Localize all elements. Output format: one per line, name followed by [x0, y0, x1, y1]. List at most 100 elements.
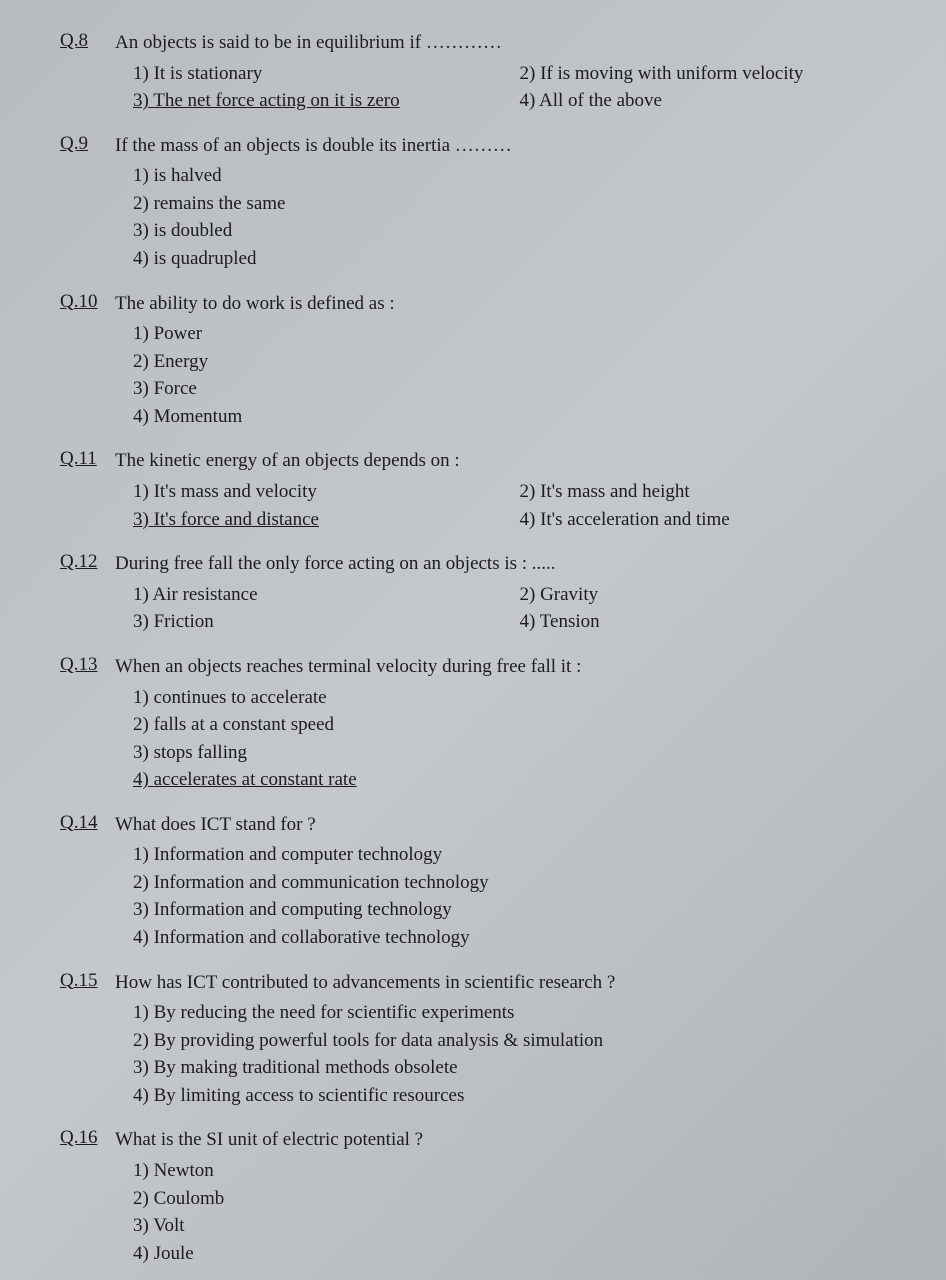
option-number: 3)	[133, 378, 154, 399]
option-text: By limiting access to scientific resourc…	[154, 1085, 465, 1106]
option-number: 2)	[520, 584, 541, 605]
question-number: Q.8	[60, 30, 115, 115]
question-stem: What does ICT stand for ?	[115, 812, 896, 838]
question-body: An objects is said to be in equilibrium …	[115, 30, 896, 115]
option: 1) Air resistance	[133, 581, 510, 609]
option-text: Power	[154, 323, 203, 344]
option-number: 1)	[133, 584, 153, 605]
question-number: Q.11	[60, 448, 115, 533]
option-text: Information and collaborative technology	[154, 927, 470, 948]
option-text: is halved	[154, 165, 222, 186]
option: 2) Information and communication technol…	[133, 869, 896, 897]
question-stem: When an objects reaches terminal velocit…	[115, 654, 896, 680]
question-body: What does ICT stand for ? 1) Information …	[115, 812, 896, 952]
option-number: 1)	[133, 1160, 154, 1181]
option-text: Information and computer technology	[154, 844, 443, 865]
option: 4) is quadrupled	[133, 245, 896, 273]
option-text: Gravity	[540, 584, 598, 605]
question-number: Q.12	[60, 551, 115, 636]
option-text: accelerates at constant rate	[154, 769, 357, 790]
option-text: It's force and distance	[154, 509, 319, 530]
option-number: 2)	[133, 714, 154, 735]
option: 2) Gravity	[520, 581, 897, 609]
option-text: Newton	[154, 1160, 214, 1181]
option-text: It's mass and height	[540, 481, 690, 502]
option-text: All of the above	[539, 90, 662, 111]
options-list: 1) Power2) Energy3) Force4) Momentum	[133, 320, 896, 430]
option-number: 1)	[133, 323, 154, 344]
option-number: 4)	[133, 406, 154, 427]
question-stem: What is the SI unit of electric potentia…	[115, 1127, 896, 1153]
option-number: 3)	[133, 1057, 154, 1078]
option-number: 4)	[133, 927, 154, 948]
option-text: Energy	[154, 351, 209, 372]
option-text: Volt	[153, 1215, 184, 1236]
option-text: is doubled	[154, 220, 233, 241]
question-body: The kinetic energy of an objects depends…	[115, 448, 896, 533]
question-number: Q.9	[60, 133, 115, 273]
option: 4) Joule	[133, 1240, 896, 1268]
option: 1) Newton	[133, 1157, 896, 1185]
option-number: 3)	[133, 899, 154, 920]
options-list: 1) Air resistance 2) Gravity 3) Friction 4)…	[133, 581, 896, 636]
options-list: 1) Information and computer technology 2)…	[133, 841, 896, 951]
option-number: 3)	[133, 220, 154, 241]
question-body: If the mass of an objects is double its …	[115, 133, 896, 273]
option-number: 3)	[133, 509, 154, 530]
option-text: Coulomb	[154, 1188, 225, 1209]
option-number: 4)	[133, 1085, 154, 1106]
options-list: 1) Newton2) Coulomb3) Volt4) Joule	[133, 1157, 896, 1267]
question-number: Q.15	[60, 970, 115, 1110]
option: 4) By limiting access to scientific reso…	[133, 1082, 896, 1110]
question: Q.10The ability to do work is defined as…	[60, 291, 896, 431]
question: Q.12During free fall the only force acti…	[60, 551, 896, 636]
options-list: 1) It is stationary2) If is moving with …	[133, 60, 896, 115]
options-list: 1) continues to accelerate2) falls at a …	[133, 684, 896, 794]
question-stem: If the mass of an objects is double its …	[115, 133, 896, 159]
option-text: It's mass and velocity	[154, 481, 317, 502]
option: 3) Friction	[133, 608, 510, 636]
question: Q.9If the mass of an objects is double i…	[60, 133, 896, 273]
option: 3) The net force acting on it is zero	[133, 87, 510, 115]
option-text: Air resistance	[153, 584, 258, 605]
question-body: The ability to do work is defined as :1)…	[115, 291, 896, 431]
question: Q.15How has ICT contributed to advanceme…	[60, 970, 896, 1110]
option: 4) Momentum	[133, 403, 896, 431]
option-number: 1)	[133, 165, 154, 186]
option-number: 2)	[133, 351, 154, 372]
option: 1) By reducing the need for scientific e…	[133, 999, 896, 1027]
option: 3) Information and computing technology	[133, 896, 896, 924]
option-text: By making traditional methods obsolete	[154, 1057, 458, 1078]
option-number: 4)	[520, 611, 540, 632]
option: 4) accelerates at constant rate	[133, 766, 896, 794]
option-number: 4)	[520, 90, 540, 111]
option: 2) It's mass and height	[520, 478, 897, 506]
question-number: Q.14	[60, 812, 115, 952]
option-text: Information and communication technology	[154, 872, 489, 893]
option-text: Tension	[540, 611, 600, 632]
option: 3) Volt	[133, 1212, 896, 1240]
option: 4) Information and collaborative technol…	[133, 924, 896, 952]
option-text: remains the same	[154, 193, 286, 214]
option-number: 1)	[133, 1002, 154, 1023]
question-body: During free fall the only force acting o…	[115, 551, 896, 636]
option: 2) remains the same	[133, 190, 896, 218]
option-text: stops falling	[154, 742, 247, 763]
option: 2) Coulomb	[133, 1185, 896, 1213]
option-text: If is moving with uniform velocity	[540, 63, 803, 84]
question-stem: An objects is said to be in equilibrium …	[115, 30, 896, 56]
question: Q.13When an objects reaches terminal vel…	[60, 654, 896, 794]
option-number: 3)	[133, 1215, 153, 1236]
option: 4) All of the above	[520, 87, 897, 115]
option: 2) If is moving with uniform velocity	[520, 60, 897, 88]
options-list: 1) It's mass and velocity2) It's mass an…	[133, 478, 896, 533]
option-text: By reducing the need for scientific expe…	[154, 1002, 515, 1023]
question-number: Q.16	[60, 1127, 115, 1267]
option: 3) stops falling	[133, 739, 896, 767]
option: 2) Energy	[133, 348, 896, 376]
option-number: 1)	[133, 844, 154, 865]
option-number: 4)	[520, 509, 541, 530]
option-number: 4)	[133, 769, 154, 790]
option: 1) Power	[133, 320, 896, 348]
option: 2) By providing powerful tools for data …	[133, 1027, 896, 1055]
